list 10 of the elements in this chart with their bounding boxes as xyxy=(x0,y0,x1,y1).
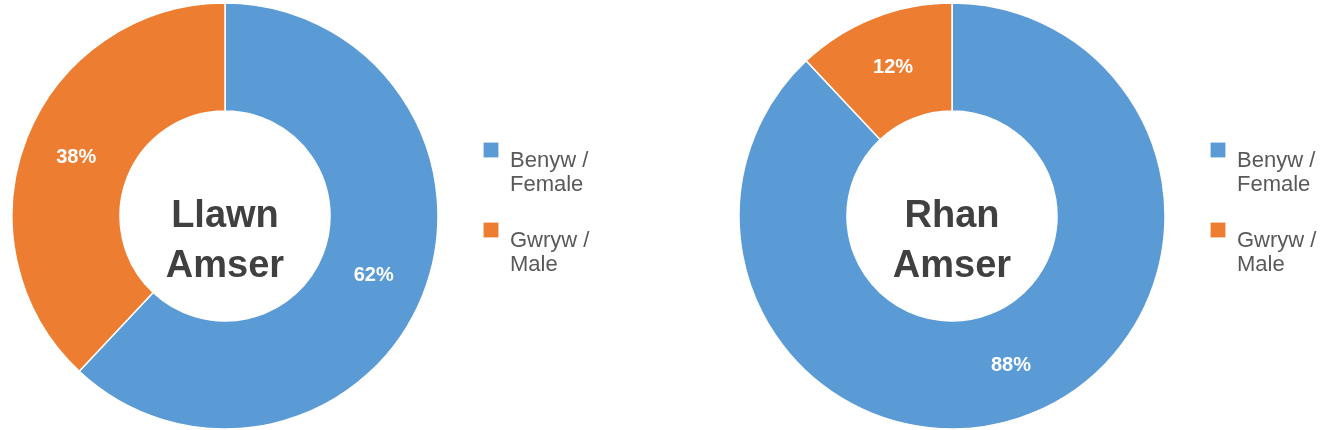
text: Llawn Amser xyxy=(165,193,285,285)
text: Rhan Amser xyxy=(892,193,1012,285)
legend-label: Gwryw / Male xyxy=(1237,227,1318,276)
data-label: 62% xyxy=(353,262,394,285)
legend-label: Benyw / Female xyxy=(1237,147,1317,196)
data-label: 12% xyxy=(873,55,914,78)
legend-label: Benyw / Female xyxy=(510,147,590,196)
data-label: 88% xyxy=(990,352,1032,375)
legend-label: Gwryw / Male xyxy=(510,227,591,276)
data-label: 38% xyxy=(56,145,97,168)
